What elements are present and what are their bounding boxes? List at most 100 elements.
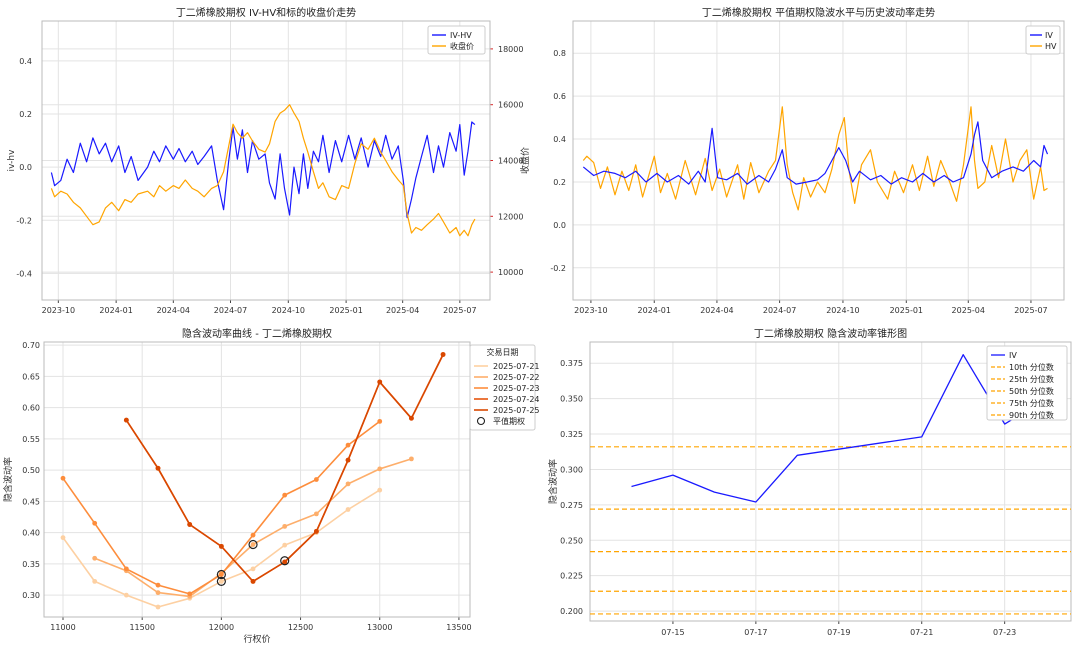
atm-marker xyxy=(280,556,290,566)
series-line-1 xyxy=(582,106,1048,211)
x-tick-label: 2024-01 xyxy=(99,306,132,315)
y-tick-label: 0.0 xyxy=(553,221,566,230)
series-point xyxy=(345,507,351,512)
y-tick-label: 0.375 xyxy=(560,359,583,368)
series-point xyxy=(345,457,351,463)
plot-frame xyxy=(589,341,1072,622)
y-tick-label: -0.4 xyxy=(16,269,32,278)
series-point xyxy=(155,590,161,596)
y-tick-label: 0.200 xyxy=(560,607,583,616)
legend-label: IV xyxy=(1045,31,1053,40)
atm-marker xyxy=(248,539,258,550)
x-tick-label: 2023-10 xyxy=(42,306,75,315)
y-right-tick-label: 12000 xyxy=(498,212,523,221)
series-point xyxy=(155,465,161,471)
legend-box xyxy=(427,25,486,55)
y-tick-label: -0.2 xyxy=(16,216,32,225)
x-tick-label: 2024-10 xyxy=(272,306,305,315)
x-tick-label: 2024-04 xyxy=(700,306,733,315)
y-tick-label: 0.350 xyxy=(560,395,583,404)
legend-label: HV xyxy=(1045,42,1057,51)
y-tick-label: 0.70 xyxy=(22,341,40,350)
x-tick-label: 07-15 xyxy=(661,628,684,637)
series-point xyxy=(218,543,224,549)
legend-label: 2025-07-24 xyxy=(493,395,540,404)
x-tick-label: 07-23 xyxy=(993,628,1016,637)
legend-atm-swatch xyxy=(476,416,486,426)
y-right-axis-label: 收盘价 xyxy=(519,147,531,174)
legend-box xyxy=(986,345,1068,421)
series-point xyxy=(409,456,414,462)
x-tick-label: 2025-04 xyxy=(386,306,419,315)
x-tick-label: 13500 xyxy=(446,623,471,632)
x-tick-label: 2024-07 xyxy=(214,306,247,315)
series-point xyxy=(250,532,256,538)
legend-label: IV-HV xyxy=(450,31,472,40)
series-point xyxy=(282,542,288,548)
x-tick-label: 2025-07 xyxy=(1014,306,1047,315)
series-point xyxy=(313,528,319,534)
legend-label: 90th 分位数 xyxy=(1009,410,1054,420)
x-tick-label: 2024-04 xyxy=(157,306,190,315)
y-tick-label: 0.2 xyxy=(553,178,566,187)
x-tick-label: 13000 xyxy=(367,623,392,632)
series-point xyxy=(60,535,66,541)
series-point xyxy=(187,522,193,527)
y-tick-label: 0.0 xyxy=(19,163,32,172)
y-tick-label: 0.30 xyxy=(22,591,40,600)
chart-iv-smile: 隐含波动率曲线 - 丁二烯橡胶期权 11000 11500 12000 12500 130… xyxy=(2,327,540,645)
series-point xyxy=(345,442,351,448)
legend-label: 收盘价 xyxy=(450,41,474,51)
series-line-1 xyxy=(50,104,476,237)
series-point xyxy=(92,578,98,584)
chart-title: 丁二烯橡胶期权 IV-HV和标的收盘价走势 xyxy=(176,6,356,19)
series-point xyxy=(282,559,288,565)
x-tick-label: 11000 xyxy=(50,623,75,632)
y-tick-label: 0.275 xyxy=(560,501,583,510)
plot-frame xyxy=(572,20,1065,301)
y-tick-label: 0.325 xyxy=(560,430,583,439)
y-tick-label: 0.35 xyxy=(22,560,40,569)
series-point xyxy=(123,566,129,572)
series-point xyxy=(155,582,161,588)
series-point xyxy=(123,417,129,423)
x-tick-label: 07-19 xyxy=(827,628,850,637)
series-point xyxy=(377,418,383,424)
x-tick-label: 07-21 xyxy=(910,628,933,637)
legend-label: 50th 分位数 xyxy=(1009,386,1054,396)
series-point xyxy=(377,487,383,493)
y-right-tick-label: 10000 xyxy=(498,268,523,277)
x-tick-label: 2025-04 xyxy=(952,306,985,315)
y-tick-label: 0.8 xyxy=(553,49,566,58)
series-point xyxy=(313,511,319,517)
atm-marker xyxy=(216,576,226,586)
chart-iv-cone: 丁二烯橡胶期权 隐含波动率锥形图 07-15 07-17 07-19 07-21 07-2… xyxy=(547,327,1072,637)
y-tick-label: 0.65 xyxy=(22,372,40,381)
x-tick-label: 2025-01 xyxy=(329,306,362,315)
x-tick-label: 2024-10 xyxy=(826,306,859,315)
chart-title: 隐含波动率曲线 - 丁二烯橡胶期权 xyxy=(182,327,332,340)
x-axis-label: 行权价 xyxy=(243,633,270,645)
series-point xyxy=(377,379,383,385)
x-tick-label: 2024-07 xyxy=(763,306,796,315)
legend-label: 平值期权 xyxy=(493,416,525,426)
y-axis-label: 隐含波动率 xyxy=(2,457,14,502)
series-point xyxy=(250,566,256,572)
series-point xyxy=(282,492,288,498)
legend-box xyxy=(1025,25,1061,55)
chart-title: 丁二烯橡胶期权 平值期权隐波水平与历史波动率走势 xyxy=(702,6,935,19)
y-tick-label: 0.250 xyxy=(560,536,583,545)
y-tick-label: 0.6 xyxy=(553,92,566,101)
series-point xyxy=(282,523,288,529)
legend-label: 2025-07-25 xyxy=(493,406,540,415)
series-point xyxy=(345,481,351,487)
y-tick-label: 0.225 xyxy=(560,572,583,581)
legend-label: 10th 分位数 xyxy=(1009,362,1054,372)
series-point xyxy=(377,466,383,472)
y-tick-label: 0.4 xyxy=(19,57,32,66)
x-tick-label: 12000 xyxy=(209,623,234,632)
y-tick-label: -0.2 xyxy=(550,264,566,273)
x-tick-label: 2024-01 xyxy=(638,306,671,315)
chart-title: 丁二烯橡胶期权 隐含波动率锥形图 xyxy=(754,327,907,340)
y-tick-label: 0.50 xyxy=(22,466,40,475)
